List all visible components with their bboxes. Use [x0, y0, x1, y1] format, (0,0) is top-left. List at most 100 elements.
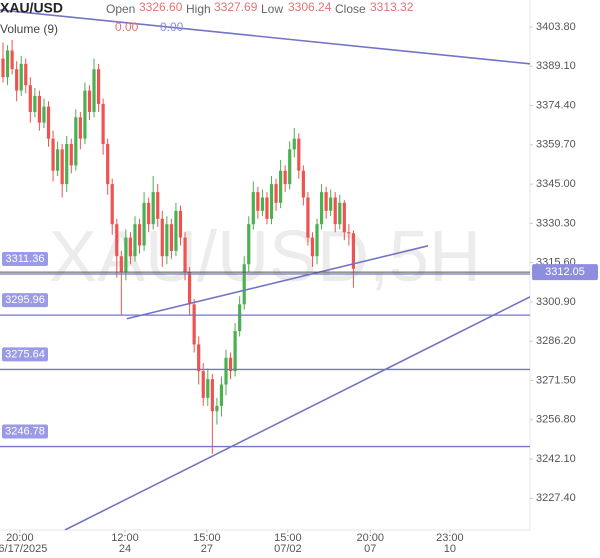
price-badge [2, 251, 48, 266]
y-tick-label: 3300.90 [536, 296, 576, 308]
price-badge [2, 424, 48, 439]
x-tick-sublabel: 24 [119, 543, 131, 555]
candle-body [147, 202, 151, 225]
y-tick-label: 3345.00 [536, 178, 576, 190]
overlay: XAU/USD Open 3326.60 High 3327.69 Low 33… [0, 0, 414, 36]
candle-body [151, 192, 155, 225]
y-tick-label: 3330.30 [536, 217, 576, 229]
y-tick-label: 3227.40 [536, 492, 576, 504]
last-price-badge [532, 264, 598, 281]
price-badge-label: 3275.64 [5, 348, 45, 360]
candle-body [15, 69, 19, 91]
price-badge [2, 293, 48, 308]
candle-body [24, 63, 28, 86]
candle-body [187, 272, 192, 305]
trend-line [126, 245, 429, 320]
header-label: Open [106, 2, 135, 16]
price-badge-label: 3295.96 [5, 294, 45, 306]
header-value: 3306.24 [288, 0, 332, 14]
candle-body [69, 144, 73, 166]
x-tick-sublabel: 06/17/2025 [0, 543, 47, 555]
y-tick-label: 3271.50 [536, 374, 576, 386]
candle-body [128, 237, 133, 257]
price-badge-label: 3311.36 [6, 253, 45, 265]
candle-body [33, 95, 37, 112]
candle-body [60, 149, 64, 185]
plot-area [0, 9, 530, 530]
candle-body [87, 90, 92, 112]
candle-body [142, 202, 146, 246]
x-tick-sublabel: 10 [444, 543, 456, 555]
candle-body [342, 202, 346, 233]
candle-body [119, 256, 123, 273]
trend-line [64, 296, 530, 530]
candle-body [137, 224, 142, 246]
candle-body [247, 224, 251, 265]
candle-body [183, 237, 187, 273]
candle-body [338, 202, 342, 225]
price-badge [2, 347, 48, 362]
candle-body [279, 170, 283, 203]
candle-body [46, 106, 51, 139]
candle-body [251, 192, 255, 225]
candle-body [256, 192, 260, 211]
candle-body [283, 170, 287, 185]
candle-body [269, 184, 274, 219]
y-tick-label: 3256.80 [536, 414, 576, 426]
candle-body [351, 233, 356, 269]
candle-body [42, 106, 46, 123]
header-label: Low [261, 2, 283, 16]
header-value: 3327.69 [214, 0, 258, 14]
candle-body [10, 50, 14, 70]
x-tick-sublabel: 07 [364, 543, 376, 555]
candle-body [224, 357, 228, 385]
x-tick-label: 12:00 [111, 532, 139, 544]
candle-body [124, 237, 128, 273]
candle-body [51, 138, 55, 171]
candle-body [274, 184, 278, 203]
volume-label: Volume (9) [0, 22, 58, 36]
price-badge-label: 3246.78 [5, 425, 45, 437]
candle-body [174, 210, 178, 251]
candle-body [333, 197, 337, 225]
y-tick-label: 3286.20 [536, 335, 576, 347]
candle-body [301, 170, 305, 198]
candle-body [83, 90, 87, 139]
candle-body [228, 357, 233, 372]
x-tick-label: 20:00 [356, 532, 384, 544]
candle-body [292, 138, 296, 150]
candle-body [74, 117, 78, 166]
y-tick-label: 3359.70 [536, 139, 576, 151]
header-label: Close [335, 2, 366, 16]
candle-body [210, 379, 214, 412]
x-tick-label: 20:00 [6, 532, 34, 544]
y-tick-label: 3242.10 [536, 453, 576, 465]
header-label: High [186, 2, 211, 16]
candle-body [65, 144, 69, 185]
candle-body [310, 237, 315, 257]
candle-body [197, 344, 201, 372]
candle-body [306, 197, 310, 238]
candle-body [37, 95, 42, 123]
volume-value: 0.00 [115, 20, 139, 34]
candle-body [101, 103, 105, 145]
header-value: 3326.60 [139, 0, 183, 14]
candle-body [178, 210, 183, 238]
header-value: 3313.32 [370, 0, 414, 14]
x-tick-label: 23:00 [436, 532, 464, 544]
candle-body [329, 197, 333, 211]
candle-body [115, 224, 119, 257]
candle-body [219, 384, 224, 406]
candle-body [238, 304, 242, 332]
candle-body [28, 85, 32, 112]
y-tick-label: 3374.40 [536, 99, 576, 111]
candle-body [288, 149, 292, 185]
candle-body [1, 58, 5, 78]
candle-body [242, 264, 246, 305]
candle-body [110, 184, 114, 225]
candle-body [215, 405, 219, 412]
candle-body [297, 138, 301, 171]
candle-body [192, 304, 196, 345]
candle-body [96, 69, 101, 104]
